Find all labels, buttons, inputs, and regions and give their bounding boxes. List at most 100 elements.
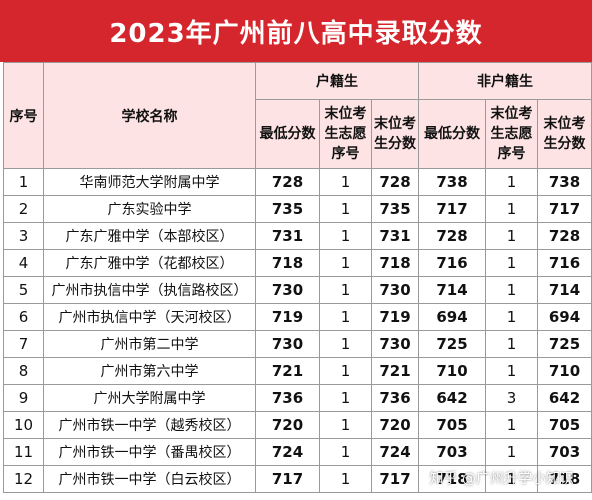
non-hukou-last-score: 642: [537, 384, 592, 412]
non-hukou-last-rank: 1: [485, 195, 539, 223]
non-hukou-min-score: 714: [418, 276, 487, 304]
header-non-hukou-group: 非户籍生: [418, 62, 592, 100]
school-name: 广州大学附属中学: [43, 384, 256, 412]
school-name: 广州市铁一中学（越秀校区）: [43, 411, 256, 439]
row-index: 2: [3, 195, 44, 223]
non-hukou-last-rank: 1: [485, 303, 539, 331]
header-non-hukou-last-score: 末位考生分数: [537, 99, 592, 169]
row-index: 10: [3, 411, 44, 439]
non-hukou-last-score: 694: [537, 303, 592, 331]
non-hukou-last-score: 703: [537, 438, 592, 466]
non-hukou-min-score: 703: [418, 438, 487, 466]
non-hukou-last-rank: 1: [485, 330, 539, 358]
hukou-last-rank: 1: [319, 168, 372, 196]
school-name: 广东广雅中学（花都校区）: [43, 249, 256, 277]
table-row: 4 广东广雅中学（花都校区） 718 1 718 716 1 716: [3, 249, 592, 277]
hukou-last-score: 724: [370, 438, 420, 466]
hukou-last-score: 720: [370, 411, 420, 439]
header-hukou-last-rank: 末位考生志愿序号: [319, 99, 372, 169]
non-hukou-last-score: 717: [537, 195, 592, 223]
hukou-last-rank: 1: [319, 357, 372, 385]
header-index: 序号: [3, 62, 44, 169]
table-row: 2 广东实验中学 735 1 735 717 1 717: [3, 195, 592, 223]
hukou-last-rank: 1: [319, 438, 372, 466]
hukou-last-score: 735: [370, 195, 420, 223]
hukou-last-rank: 1: [319, 195, 372, 223]
hukou-last-rank: 1: [319, 330, 372, 358]
hukou-last-rank: 1: [319, 276, 372, 304]
hukou-last-score: 730: [370, 276, 420, 304]
row-index: 5: [3, 276, 44, 304]
non-hukou-min-score: 705: [418, 411, 487, 439]
watermark-text: 知乎 @广州升学小知识: [429, 471, 574, 487]
school-name: 广州市执信中学（天河校区）: [43, 303, 256, 331]
row-index: 6: [3, 303, 44, 331]
non-hukou-last-score: 738: [537, 168, 592, 196]
row-index: 9: [3, 384, 44, 412]
hukou-last-rank: 1: [319, 222, 372, 250]
school-name: 广东广雅中学（本部校区）: [43, 222, 256, 250]
hukou-min-score: 721: [255, 357, 320, 385]
header-non-hukou-last-rank: 末位考生志愿序号: [485, 99, 539, 169]
non-hukou-last-score: 718: [537, 465, 592, 493]
school-name: 广东实验中学: [43, 195, 256, 223]
non-hukou-min-score: 710: [418, 357, 487, 385]
hukou-last-score: 736: [370, 384, 420, 412]
table-row: 12 广州市铁一中学（白云校区） 717 1 717 718 1 718: [3, 465, 592, 493]
non-hukou-min-score: 716: [418, 249, 487, 277]
table-row: 5 广州市执信中学（执信路校区） 730 1 730 714 1 714: [3, 276, 592, 304]
hukou-last-score: 730: [370, 330, 420, 358]
non-hukou-last-rank: 3: [485, 384, 539, 412]
row-index: 3: [3, 222, 44, 250]
hukou-min-score: 730: [255, 276, 320, 304]
non-hukou-last-rank: 1: [485, 168, 539, 196]
non-hukou-last-score: 710: [537, 357, 592, 385]
hukou-min-score: 719: [255, 303, 320, 331]
table-row: 10 广州市铁一中学（越秀校区） 720 1 720 705 1 705: [3, 411, 592, 439]
row-index: 12: [3, 465, 44, 493]
hukou-min-score: 735: [255, 195, 320, 223]
non-hukou-last-rank: 1: [485, 249, 539, 277]
table-row: 7 广州市第二中学 730 1 730 725 1 725: [3, 330, 592, 358]
non-hukou-last-rank: 1: [485, 357, 539, 385]
hukou-last-rank: 1: [319, 249, 372, 277]
hukou-last-score: 721: [370, 357, 420, 385]
non-hukou-min-score: 718: [418, 465, 487, 493]
school-name: 广州市第二中学: [43, 330, 256, 358]
non-hukou-min-score: 717: [418, 195, 487, 223]
hukou-min-score: 724: [255, 438, 320, 466]
non-hukou-last-score: 705: [537, 411, 592, 439]
table-row: 1 华南师范大学附属中学 728 1 728 738 1 738: [3, 168, 592, 196]
non-hukou-last-rank: 1: [485, 411, 539, 439]
non-hukou-last-rank: 1: [485, 438, 539, 466]
page-title: 2023年广州前八高中录取分数: [0, 0, 592, 62]
admission-score-table: 序号 学校名称 户籍生 非户籍生 最低分数 末位考生志愿序号 末位考生分数 最低…: [3, 62, 592, 493]
non-hukou-min-score: 725: [418, 330, 487, 358]
table-row: 9 广州大学附属中学 736 1 736 642 3 642: [3, 384, 592, 412]
header-hukou-last-score: 末位考生分数: [370, 99, 420, 169]
non-hukou-last-score: 725: [537, 330, 592, 358]
hukou-last-score: 728: [370, 168, 420, 196]
row-index: 1: [3, 168, 44, 196]
hukou-last-score: 717: [370, 465, 420, 493]
non-hukou-min-score: 738: [418, 168, 487, 196]
row-index: 8: [3, 357, 44, 385]
non-hukou-min-score: 728: [418, 222, 487, 250]
hukou-last-rank: 1: [319, 384, 372, 412]
hukou-last-score: 731: [370, 222, 420, 250]
non-hukou-min-score: 694: [418, 303, 487, 331]
header-hukou-min-score: 最低分数: [255, 99, 320, 169]
table-row: 8 广州市第六中学 721 1 721 710 1 710: [3, 357, 592, 385]
hukou-min-score: 736: [255, 384, 320, 412]
row-index: 4: [3, 249, 44, 277]
table-row: 11 广州市铁一中学（番禺校区） 724 1 724 703 1 703: [3, 438, 592, 466]
school-name: 广州市铁一中学（白云校区）: [43, 465, 256, 493]
non-hukou-last-score: 728: [537, 222, 592, 250]
table-row: 6 广州市执信中学（天河校区） 719 1 719 694 1 694: [3, 303, 592, 331]
non-hukou-last-score: 716: [537, 249, 592, 277]
school-name: 华南师范大学附属中学: [43, 168, 256, 196]
header-non-hukou-min-score: 最低分数: [418, 99, 487, 169]
table-row: 3 广东广雅中学（本部校区） 731 1 731 728 1 728: [3, 222, 592, 250]
header-school-name: 学校名称: [43, 62, 256, 169]
row-index: 7: [3, 330, 44, 358]
